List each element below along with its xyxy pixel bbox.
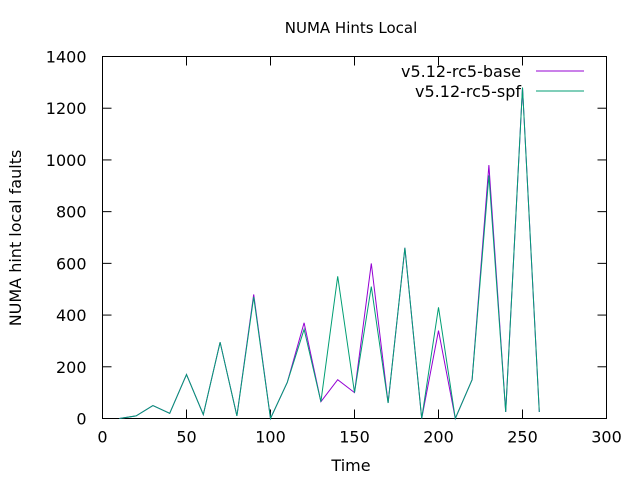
legend-label-1: v5.12-rc5-spf xyxy=(415,82,521,101)
x-tick-label: 250 xyxy=(507,428,538,447)
y-tick-label: 600 xyxy=(56,254,87,273)
axis-ticks: 0 50 100 150 200 250 300 0 200 400 600 800 1000 1200 1… xyxy=(46,48,622,447)
x-tick-label: 0 xyxy=(97,428,107,447)
x-tick-label: 100 xyxy=(255,428,286,447)
series-line-1 xyxy=(119,87,540,421)
y-tick-label: 200 xyxy=(56,358,87,377)
chart-title: NUMA Hints Local xyxy=(285,19,417,37)
y-tick-label: 1400 xyxy=(46,48,87,67)
series-layer xyxy=(119,87,540,421)
x-tick-label: 200 xyxy=(423,428,454,447)
y-tick-label: 1200 xyxy=(46,99,87,118)
series-line-0 xyxy=(119,87,540,421)
x-axis-label: Time xyxy=(330,456,370,475)
legend-label-0: v5.12-rc5-base xyxy=(401,62,521,81)
x-tick-label: 50 xyxy=(176,428,196,447)
y-axis-label: NUMA hint local faults xyxy=(6,150,25,327)
y-tick-label: 0 xyxy=(76,410,86,429)
x-tick-label: 300 xyxy=(591,428,622,447)
y-tick-label: 800 xyxy=(56,203,87,222)
y-tick-label: 400 xyxy=(56,306,87,325)
x-tick-label: 150 xyxy=(339,428,370,447)
plot-frame xyxy=(102,56,607,419)
y-tick-label: 1000 xyxy=(46,151,87,170)
